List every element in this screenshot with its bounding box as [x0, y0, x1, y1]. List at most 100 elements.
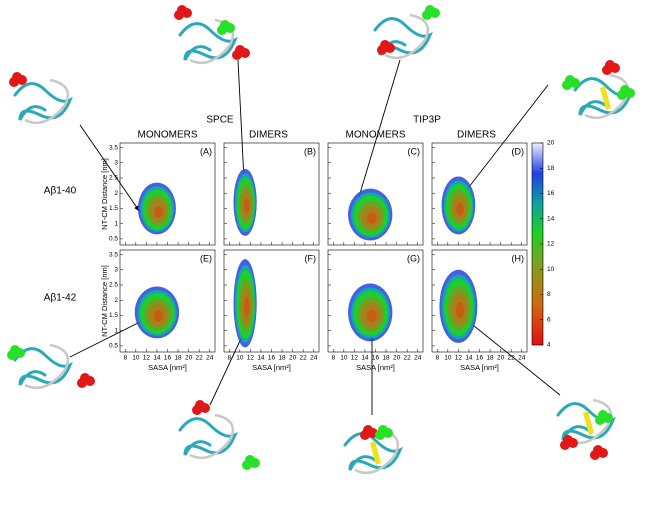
y-tick-label: 2.5	[109, 282, 118, 289]
atom	[242, 460, 252, 470]
panel-label: (D)	[512, 146, 525, 156]
backbone	[13, 347, 73, 386]
x-tick-label: 10	[236, 355, 244, 362]
backbone	[573, 77, 633, 116]
atom	[570, 78, 580, 88]
protein-structure	[174, 5, 250, 65]
protein-structure	[343, 425, 403, 475]
y-tick-label: 1.5	[109, 205, 118, 212]
atom	[7, 350, 17, 360]
density-cloud	[348, 188, 393, 241]
protein-structure	[373, 5, 440, 60]
y-tick-label: 2	[114, 297, 118, 304]
column-header: DIMERS	[249, 130, 288, 141]
density-layer	[366, 212, 377, 224]
y-tick-label: 1	[114, 220, 118, 227]
atom	[192, 405, 202, 415]
x-tick-label: 20	[289, 355, 297, 362]
backbone	[24, 343, 70, 390]
x-tick-label: 12	[455, 355, 463, 362]
atom	[225, 23, 235, 33]
x-tick-label: 22	[300, 355, 308, 362]
x-tick-label: 16	[476, 355, 484, 362]
atom	[430, 8, 440, 18]
protein-structure	[7, 343, 95, 390]
colorbar-label: 18	[547, 165, 555, 172]
panel: (E) 8 10 12 14 16 18 20 22 24 0.5 1 1.5 2 2.5 3 3.5 SASA …	[100, 249, 216, 372]
density-layer	[244, 198, 250, 214]
atom	[15, 348, 25, 358]
atom	[568, 438, 578, 448]
strand	[600, 86, 611, 110]
atom	[595, 415, 605, 425]
panel-label: (C)	[408, 146, 421, 156]
x-tick-label: 8	[435, 355, 439, 362]
column-header: DIMERS	[457, 130, 496, 141]
column-header: MONOMERS	[346, 130, 406, 141]
x-tick-label: 16	[268, 355, 276, 362]
density-cloud	[137, 182, 176, 235]
atom	[385, 43, 395, 53]
atom	[562, 80, 572, 90]
atom	[182, 8, 192, 18]
backbone	[178, 22, 238, 61]
x-tick-label: 20	[393, 355, 401, 362]
protein-structure	[178, 400, 260, 470]
density-layer	[456, 202, 464, 216]
x-tick-label: 22	[508, 355, 516, 362]
colorbar-label: 4	[547, 342, 551, 349]
atom	[625, 88, 635, 98]
x-tick-label: 10	[444, 355, 452, 362]
row-header: Aβ1-42	[44, 293, 77, 304]
density-layer	[366, 309, 377, 323]
x-tick-label: 18	[382, 355, 390, 362]
y-tick-label: 3.5	[109, 144, 118, 151]
colorbar-label: 8	[547, 291, 551, 298]
atom	[617, 90, 627, 100]
atom	[383, 428, 393, 438]
y-tick-label: 3	[114, 267, 118, 274]
row-header: Aβ1-40	[44, 186, 77, 197]
column-header: MONOMERS	[138, 130, 198, 141]
colorbar-label: 20	[547, 140, 555, 147]
panel-label: (G)	[407, 253, 420, 263]
density-layer	[153, 310, 164, 322]
atom	[85, 376, 95, 386]
y-axis-label: NT-CM Distance [nm]	[100, 158, 109, 230]
density-cloud	[441, 176, 476, 235]
atom	[174, 10, 184, 20]
panel: (G) 8 10 12 14 16 18 20 22 24 SASA [nm²]	[327, 249, 424, 372]
atom	[602, 65, 612, 75]
density-layer	[154, 206, 163, 218]
strand	[583, 411, 594, 435]
panel: (C)	[327, 142, 424, 246]
y-tick-label: 3.5	[109, 251, 118, 258]
x-tick-label: 14	[257, 355, 265, 362]
panel-label: (F)	[305, 253, 317, 263]
group-header: SPCE	[206, 115, 234, 126]
atom	[560, 440, 570, 450]
group-header: TIP3P	[413, 115, 441, 126]
density-layer	[455, 301, 465, 318]
atom	[422, 10, 432, 20]
protein-structure	[556, 398, 616, 460]
y-axis-label: NT-CM Distance [nm]	[100, 265, 109, 337]
panel-label: (A)	[200, 146, 212, 156]
protein-structure	[9, 72, 73, 125]
panel: (D)	[431, 142, 528, 246]
panel-label: (H)	[512, 253, 525, 263]
x-axis-label: SASA [nm²]	[148, 363, 187, 372]
density-cloud	[439, 269, 478, 343]
atom	[377, 45, 387, 55]
x-tick-label: 10	[132, 355, 140, 362]
x-tick-label: 12	[143, 355, 151, 362]
panel: (A) 0.5 1 1.5 2 2.5 3 3.5NT-CM Distance [nm]	[100, 142, 216, 246]
panel-label: (E)	[200, 253, 212, 263]
panel: (H) 8 10 12 14 16 18 20 22 24 SASA [nm²]	[431, 249, 528, 372]
atom	[598, 448, 608, 458]
backbone	[384, 13, 430, 60]
x-tick-label: 24	[206, 355, 214, 362]
y-tick-label: 2	[114, 190, 118, 197]
backbone	[13, 82, 73, 121]
